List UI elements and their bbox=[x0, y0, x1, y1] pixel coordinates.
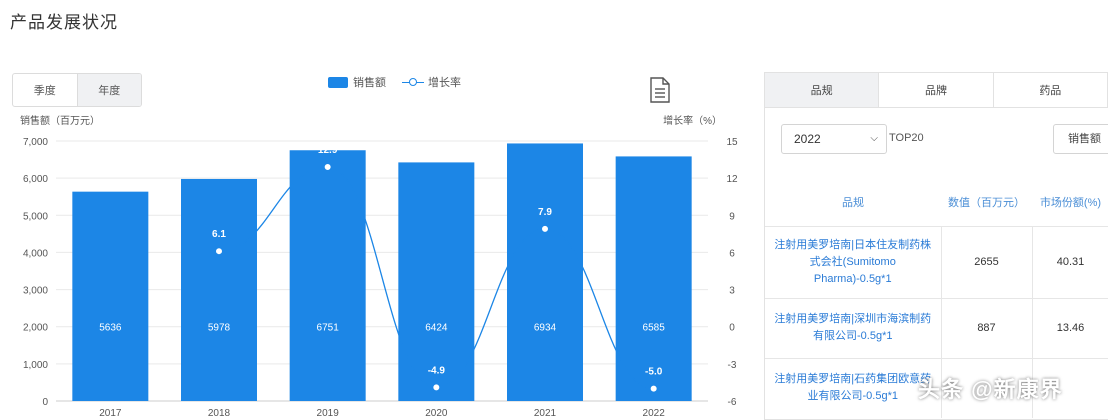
y2-tick-label: 15 bbox=[726, 137, 738, 148]
y-axis-title: 销售额（百万元） bbox=[20, 114, 100, 127]
growth-value-label: -4.9 bbox=[428, 365, 446, 376]
growth-point bbox=[650, 385, 657, 392]
y-tick-label: 1,000 bbox=[23, 360, 48, 371]
bar-value-label: 6934 bbox=[534, 323, 557, 334]
growth-point bbox=[324, 164, 331, 170]
ranking-panel: 品规 品牌 药品 2022 ⌵ TOP20 销售额 品规 数值（百万元） 市场份… bbox=[764, 72, 1108, 420]
tab-drug[interactable]: 药品 bbox=[994, 73, 1108, 107]
row-share: 40.31 bbox=[1032, 225, 1108, 298]
x-tick-label: 2020 bbox=[425, 408, 448, 419]
tab-brand[interactable]: 品牌 bbox=[879, 73, 994, 107]
row-product-link[interactable]: 注射用美罗培南|日本住友制药株式会社(Sumitomo Pharma)-0.5g… bbox=[765, 225, 942, 298]
bar-value-label: 6751 bbox=[317, 323, 340, 334]
x-tick-label: 2022 bbox=[643, 408, 666, 419]
column-header-value[interactable]: 数值（百万元） bbox=[948, 196, 1025, 209]
bar-value-label: 6585 bbox=[643, 323, 666, 334]
y2-tick-label: 6 bbox=[729, 248, 735, 259]
bar bbox=[615, 156, 692, 401]
toggle-quarterly[interactable]: 季度 bbox=[33, 85, 56, 97]
column-header-spec[interactable]: 品规 bbox=[842, 196, 864, 209]
growth-value-label: -5.0 bbox=[645, 367, 663, 378]
row-product-link[interactable]: 注射用美罗培南|深圳市海滨制药有限公司-0.5g*1 bbox=[765, 297, 942, 358]
y2-axis-title: 增长率（%） bbox=[663, 114, 722, 127]
watermark: 头条 @新康界 bbox=[918, 377, 1063, 402]
panel-filters: 2022 ⌵ TOP20 销售额 bbox=[765, 108, 1108, 178]
growth-value-label: 7.9 bbox=[538, 207, 552, 218]
bar bbox=[507, 143, 583, 402]
row-share bbox=[1032, 357, 1108, 418]
document-icon[interactable] bbox=[650, 77, 670, 103]
bar-value-label: 5636 bbox=[99, 323, 122, 334]
y-tick-label: 0 bbox=[42, 397, 48, 408]
x-tick-label: 2018 bbox=[208, 408, 231, 419]
bar bbox=[181, 178, 257, 401]
y-tick-label: 4,000 bbox=[23, 248, 48, 259]
year-select[interactable]: 2022 ⌵ bbox=[781, 124, 887, 154]
y2-tick-label: 3 bbox=[729, 286, 735, 297]
row-share: 13.46 bbox=[1032, 297, 1108, 358]
y-tick-label: 7,000 bbox=[23, 137, 48, 148]
bar-value-label: 5978 bbox=[208, 323, 231, 334]
row-value bbox=[941, 357, 1033, 418]
bar bbox=[72, 191, 149, 401]
panel-tabs: 品规 品牌 药品 bbox=[765, 73, 1108, 108]
growth-point bbox=[433, 384, 440, 391]
bar-value-label: 6424 bbox=[425, 323, 448, 334]
toggle-yearly[interactable]: 年度 bbox=[76, 74, 141, 106]
x-tick-label: 2017 bbox=[99, 408, 122, 419]
y-tick-label: 6,000 bbox=[23, 174, 48, 185]
legend-line-swatch[interactable] bbox=[402, 77, 424, 88]
sort-metric-button[interactable]: 销售额 bbox=[1053, 124, 1108, 154]
tab-spec[interactable]: 品规 bbox=[765, 73, 880, 107]
growth-point bbox=[216, 248, 222, 255]
period-toggle: 季度 年度 bbox=[12, 73, 142, 107]
x-tick-label: 2019 bbox=[317, 408, 340, 419]
y2-tick-label: -3 bbox=[728, 360, 737, 371]
top-label: TOP20 bbox=[889, 132, 924, 144]
row-product-link[interactable]: 注射用美罗培南|石药集团欧意药业有限公司-0.5g*1 bbox=[765, 357, 942, 418]
y2-tick-label: -6 bbox=[728, 397, 737, 408]
year-select-value: 2022 bbox=[794, 132, 821, 146]
legend-bar-label[interactable]: 销售额 bbox=[353, 77, 386, 89]
growth-point bbox=[542, 225, 548, 232]
sales-chart: 销售额（百万元） 增长率（%） 0 1,000 2,000 3,000 4,000 5,000… bbox=[20, 114, 738, 419]
growth-value-label: 12.9 bbox=[318, 145, 338, 156]
y2-tick-label: 9 bbox=[729, 211, 735, 222]
table-row: 注射用美罗培南|深圳市海滨制药有限公司-0.5g*1 887 13.46 bbox=[765, 297, 1108, 358]
table-row: 注射用美罗培南|日本住友制药株式会社(Sumitomo Pharma)-0.5g… bbox=[765, 225, 1108, 298]
y2-tick-label: 0 bbox=[729, 323, 735, 334]
growth-value-label: 6.1 bbox=[212, 229, 226, 240]
page-title: 产品发展状况 bbox=[10, 13, 118, 32]
x-tick-label: 2021 bbox=[534, 408, 557, 419]
y2-tick-label: 12 bbox=[726, 174, 738, 185]
table-row: 注射用美罗培南|石药集团欧意药业有限公司-0.5g*1 bbox=[765, 357, 1108, 418]
y-tick-label: 5,000 bbox=[23, 211, 48, 222]
legend-line-label[interactable]: 增长率 bbox=[428, 77, 461, 89]
y-tick-label: 3,000 bbox=[23, 286, 48, 297]
row-value: 887 bbox=[941, 297, 1033, 358]
row-value: 2655 bbox=[941, 225, 1033, 298]
chevron-down-icon: ⌵ bbox=[870, 133, 878, 144]
column-header-share[interactable]: 市场份额(%) bbox=[1039, 196, 1102, 209]
bar bbox=[289, 150, 366, 401]
y-tick-label: 2,000 bbox=[23, 323, 48, 334]
chart-legend: 销售额 增长率 bbox=[328, 74, 461, 90]
legend-bar-swatch[interactable] bbox=[328, 76, 348, 88]
bar bbox=[398, 162, 475, 401]
ranking-table: 品规 数值（百万元） 市场份额(%) 注射用美罗培南|日本住友制药株式会社(Su… bbox=[765, 178, 1108, 418]
